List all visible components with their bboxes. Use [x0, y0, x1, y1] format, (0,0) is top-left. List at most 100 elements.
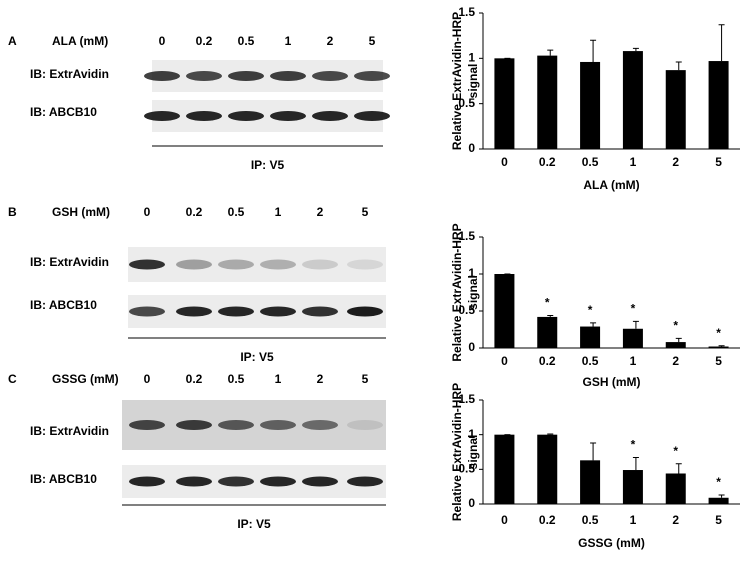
bar: [708, 346, 729, 348]
bar: [580, 460, 601, 504]
x-tick-label: 5: [715, 354, 722, 368]
blot-band: [347, 306, 383, 317]
blot-band: [312, 71, 348, 81]
lane-label: 0.5: [228, 372, 245, 386]
error-bar: [632, 47, 639, 52]
blot-band: [228, 71, 264, 81]
blot-header: ALA (mM): [52, 34, 108, 48]
significance: *: [716, 475, 721, 489]
blot-band: [176, 259, 212, 270]
blot-band: [218, 259, 254, 270]
bar: [580, 326, 601, 348]
bar: [665, 473, 686, 504]
bar: [622, 328, 643, 348]
x-axis-label: GSSG (mM): [578, 536, 645, 550]
y-tick-label: 1: [468, 266, 475, 280]
x-tick-label: 2: [672, 513, 679, 527]
row-label: IB: ABCB10: [30, 298, 97, 312]
blot-band: [312, 111, 348, 121]
blot-band: [176, 420, 212, 430]
bar: [665, 70, 686, 149]
lane-label: 0.2: [186, 205, 203, 219]
error-bar: [718, 24, 725, 62]
lane-label: 1: [275, 372, 282, 386]
ip-label: IP: V5: [240, 350, 274, 364]
blot-band: [129, 259, 165, 270]
lane-label: 0: [159, 34, 166, 48]
significance: *: [673, 444, 678, 458]
error-bar: [547, 49, 554, 56]
y-tick-label: 1: [468, 51, 475, 65]
significance: *: [545, 296, 550, 310]
lane-label: 1: [275, 205, 282, 219]
blot-band: [302, 420, 338, 430]
blot-band: [129, 306, 165, 317]
lane-label: 5: [369, 34, 376, 48]
blot-background: [128, 247, 386, 282]
blot-band: [260, 259, 296, 270]
y-axis-label: Relative ExtrAvidin-HRP: [450, 383, 464, 521]
significance: *: [716, 326, 721, 340]
blot-band: [270, 71, 306, 81]
row-label: IB: ExtrAvidin: [30, 255, 109, 269]
bar: [580, 61, 601, 149]
x-tick-label: 0.2: [539, 155, 556, 169]
blot-band: [302, 259, 338, 270]
x-tick-label: 0: [501, 155, 508, 169]
lane-label: 0: [144, 372, 151, 386]
bar: [494, 434, 515, 504]
blot-band: [129, 476, 165, 487]
blot-band: [347, 259, 383, 270]
y-tick-label: 1.5: [458, 392, 475, 406]
lane-label: 0.5: [238, 34, 255, 48]
blot-band: [186, 111, 222, 121]
blot-band: [354, 71, 390, 81]
blot-band: [186, 71, 222, 81]
lane-label: 2: [327, 34, 334, 48]
blot-band: [176, 476, 212, 487]
error-bar: [675, 463, 682, 474]
bar: [537, 55, 558, 149]
blot-background: [128, 295, 386, 328]
bar: [665, 342, 686, 348]
error-bar: [590, 322, 597, 327]
y-tick-label: 0.5: [458, 303, 475, 317]
significance: *: [673, 319, 678, 333]
bar: [494, 274, 515, 348]
x-tick-label: 0.5: [582, 155, 599, 169]
error-bar: [675, 61, 682, 71]
panel-label: C: [8, 372, 17, 386]
y-axis-label: signal: [466, 435, 480, 470]
x-tick-label: 1: [630, 513, 637, 527]
x-tick-label: 0: [501, 513, 508, 527]
blot-band: [302, 476, 338, 487]
x-tick-label: 2: [672, 155, 679, 169]
y-tick-label: 1.5: [458, 5, 475, 19]
panel-label: A: [8, 34, 17, 48]
x-tick-label: 0: [501, 354, 508, 368]
x-tick-label: 1: [630, 354, 637, 368]
x-tick-label: 5: [715, 513, 722, 527]
row-label: IB: ABCB10: [30, 472, 97, 486]
y-tick-label: 1: [468, 427, 475, 441]
bar: [622, 51, 643, 149]
error-bar: [675, 337, 682, 343]
y-axis-label: signal: [466, 275, 480, 310]
bar: [537, 434, 558, 504]
blot-band: [144, 71, 180, 81]
x-axis-label: GSH (mM): [583, 375, 641, 389]
lane-label: 2: [317, 372, 324, 386]
lane-label: 0: [144, 205, 151, 219]
blot-band: [218, 476, 254, 487]
blot-band: [354, 111, 390, 121]
significance: *: [631, 302, 636, 316]
x-tick-label: 5: [715, 155, 722, 169]
y-tick-label: 0: [468, 496, 475, 510]
ip-label: IP: V5: [237, 517, 271, 531]
x-tick-label: 0.5: [582, 354, 599, 368]
row-label: IB: ABCB10: [30, 105, 97, 119]
error-bar: [632, 457, 639, 471]
blot-band: [347, 420, 383, 430]
row-label: IB: ExtrAvidin: [30, 67, 109, 81]
